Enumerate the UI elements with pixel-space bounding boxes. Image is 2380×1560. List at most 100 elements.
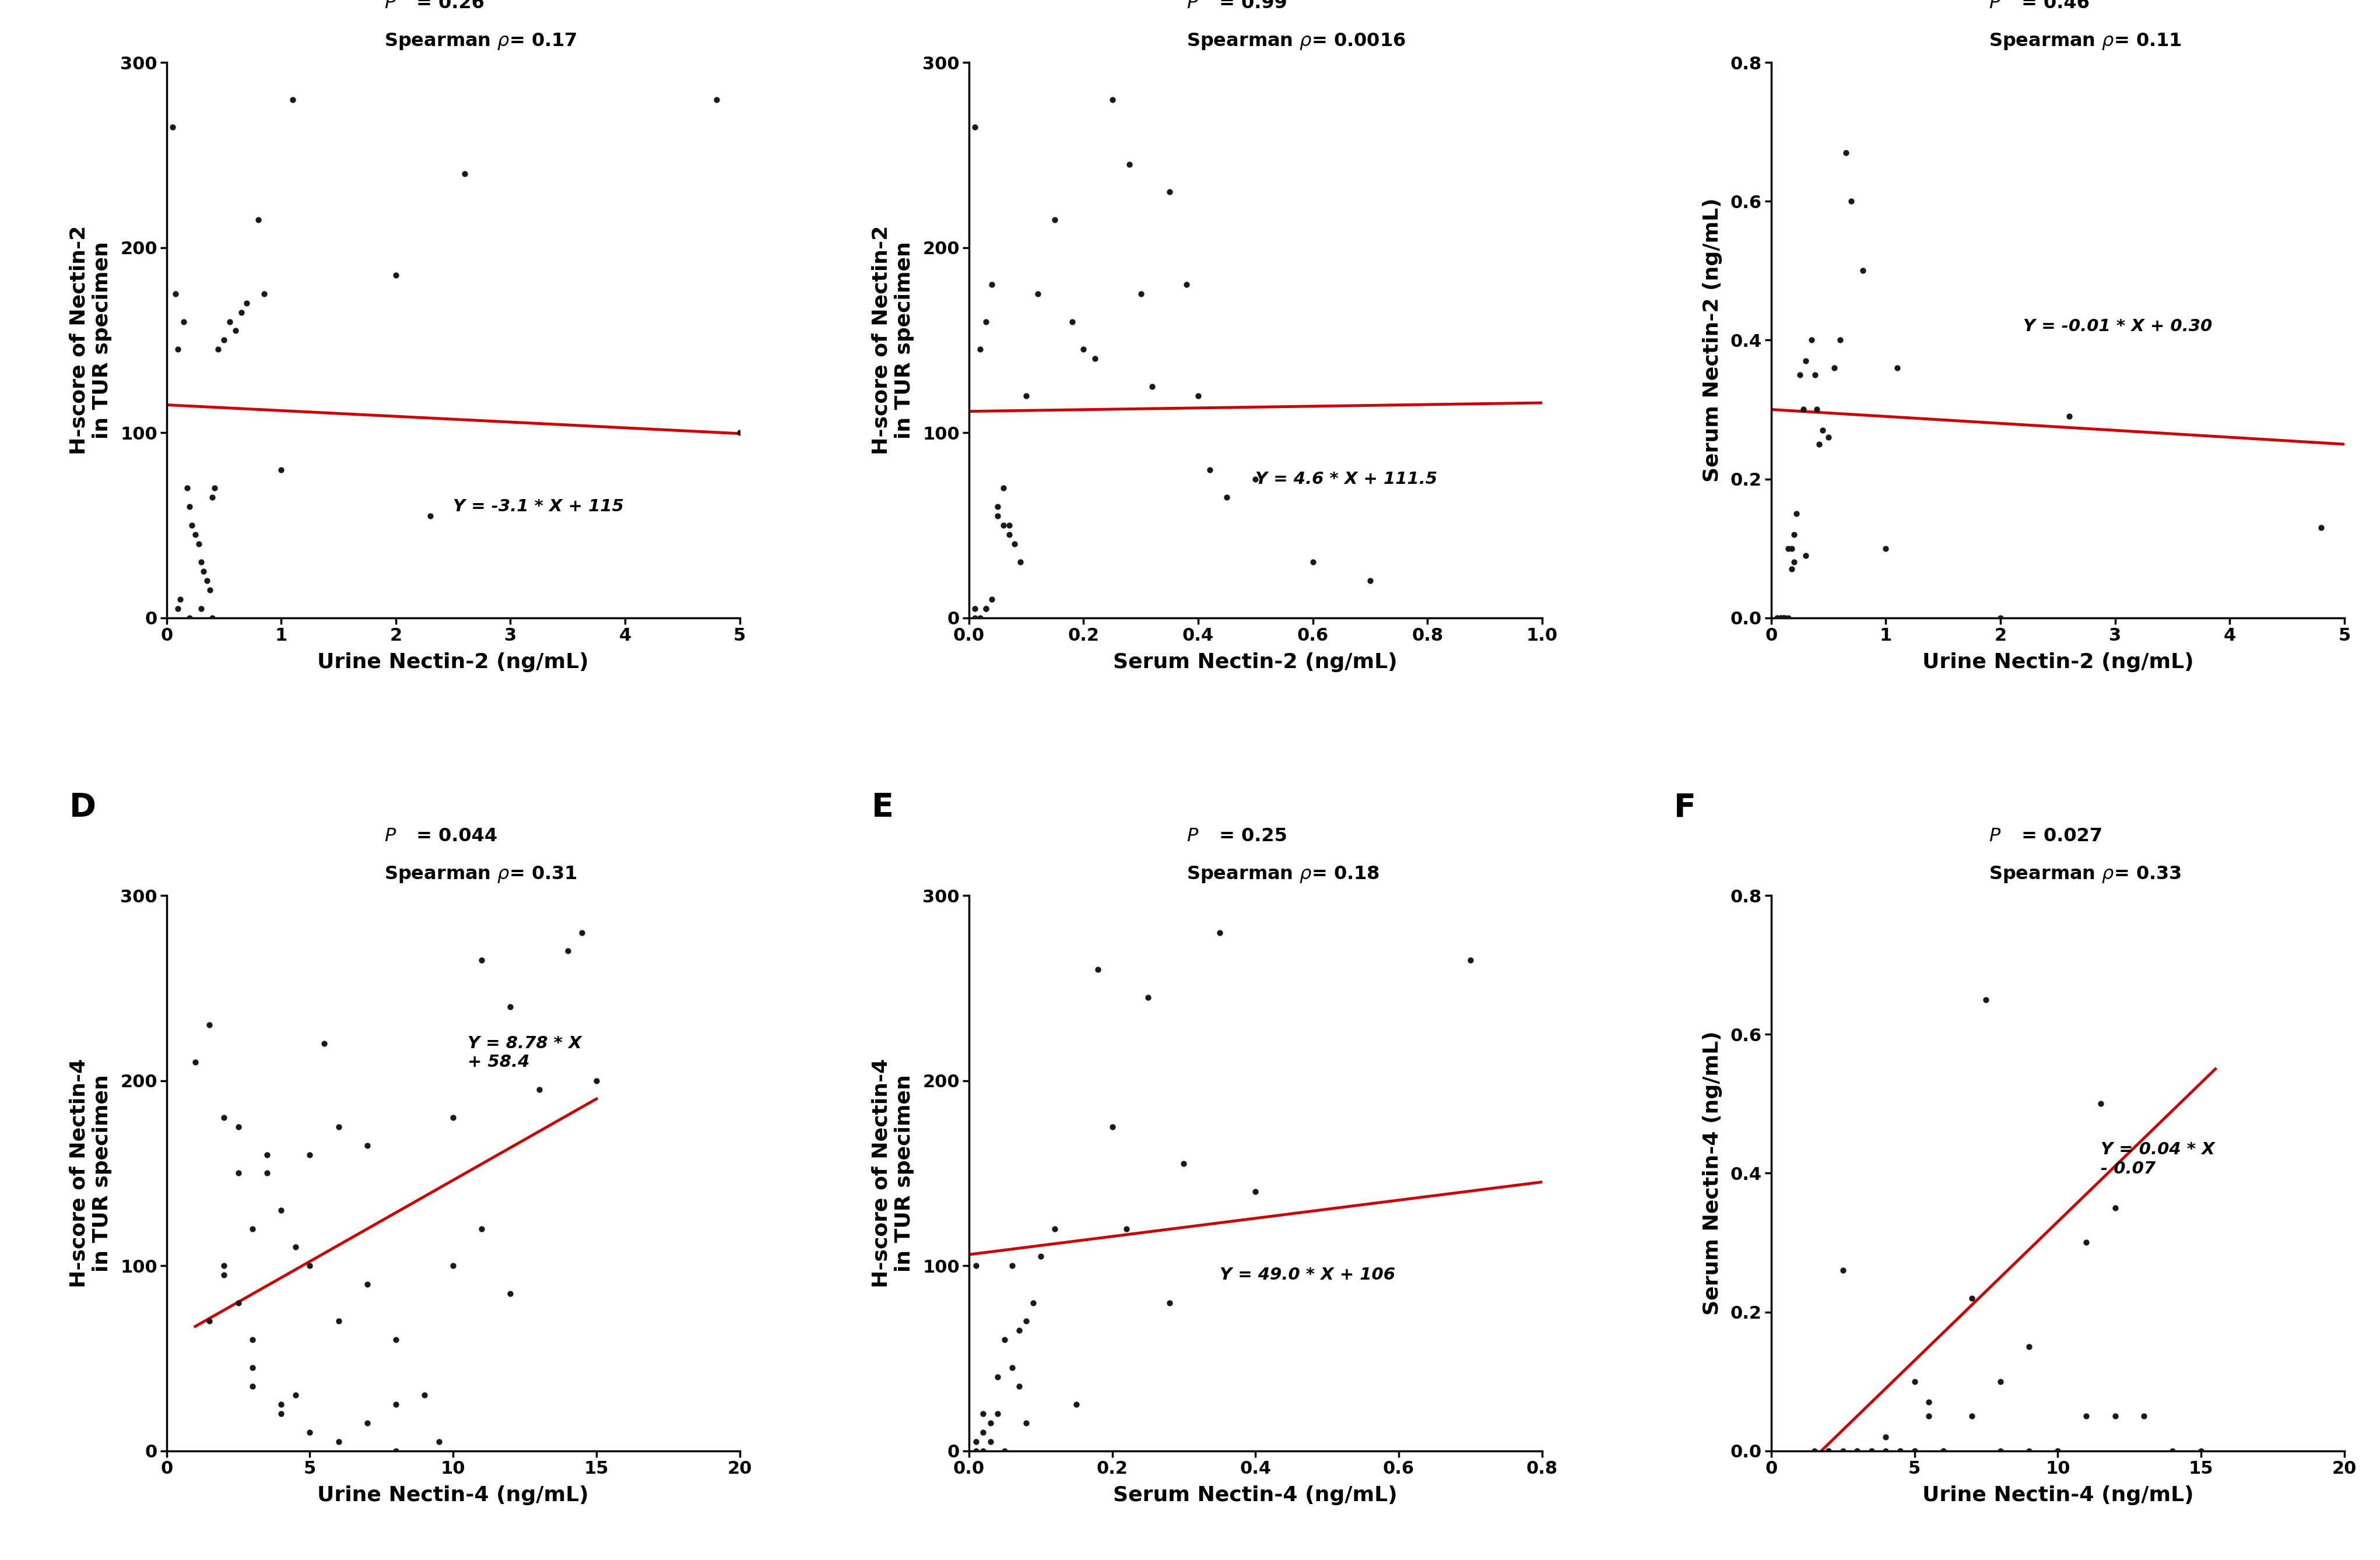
Text: $\it{P}$: $\it{P}$ [386, 827, 397, 846]
Text: Y = 4.6 * X + 111.5: Y = 4.6 * X + 111.5 [1257, 471, 1438, 487]
Point [305, 1031, 343, 1056]
Point [1778, 501, 1816, 526]
Point [985, 1328, 1023, 1353]
Point [1766, 605, 1804, 630]
Text: Y = 8.78 * X
+ 58.4: Y = 8.78 * X + 58.4 [466, 1036, 581, 1070]
X-axis label: Urine Nectin-4 (ng/mL): Urine Nectin-4 (ng/mL) [1923, 1485, 2194, 1505]
Text: Spearman $\rho$= 0.31: Spearman $\rho$= 0.31 [386, 864, 578, 885]
Point [957, 605, 995, 630]
Point [347, 1133, 386, 1158]
Point [159, 596, 198, 621]
Point [176, 1050, 214, 1075]
Point [2040, 1438, 2078, 1463]
Point [162, 587, 200, 612]
Point [262, 457, 300, 482]
Point [433, 1253, 471, 1278]
Text: Y = 0.04 * X
- 0.07: Y = 0.04 * X - 0.07 [2102, 1142, 2216, 1176]
Point [1792, 328, 1830, 353]
Point [319, 1114, 357, 1139]
Point [152, 115, 190, 140]
Text: $\it{P}$: $\it{P}$ [1990, 827, 2002, 846]
Point [1092, 1114, 1130, 1139]
Point [1797, 396, 1835, 421]
Point [1852, 1438, 1890, 1463]
Point [174, 513, 212, 538]
Point [205, 1253, 243, 1278]
Point [1064, 337, 1102, 362]
Point [1128, 984, 1166, 1009]
Text: = 0.044: = 0.044 [409, 827, 497, 846]
Point [1764, 605, 1802, 630]
Point [1799, 432, 1837, 457]
Point [1759, 605, 1797, 630]
Point [188, 568, 226, 593]
Point [193, 605, 231, 630]
Point [995, 532, 1033, 557]
Point [1878, 356, 1916, 381]
Point [1880, 1438, 1918, 1463]
Text: = 0.027: = 0.027 [2016, 827, 2102, 846]
Point [376, 262, 414, 287]
Point [966, 309, 1004, 334]
X-axis label: Urine Nectin-2 (ng/mL): Urine Nectin-2 (ng/mL) [1923, 652, 2194, 672]
Point [376, 1438, 414, 1463]
Point [1952, 1285, 1990, 1310]
Point [578, 1069, 616, 1094]
Point [274, 87, 312, 112]
Point [1002, 549, 1040, 574]
Y-axis label: Serum Nectin-4 (ng/mL): Serum Nectin-4 (ng/mL) [1702, 1031, 1723, 1315]
Point [1352, 568, 1390, 593]
Y-axis label: H-score of Nectin-2
in TUR specimen: H-score of Nectin-2 in TUR specimen [69, 226, 112, 454]
Point [1759, 605, 1797, 630]
Point [966, 596, 1004, 621]
Point [721, 420, 759, 445]
Point [2097, 1404, 2135, 1429]
Point [1092, 87, 1130, 112]
X-axis label: Urine Nectin-4 (ng/mL): Urine Nectin-4 (ng/mL) [317, 1485, 588, 1505]
Text: E: E [871, 792, 892, 824]
Point [1809, 424, 1847, 449]
Point [1804, 418, 1842, 443]
Point [978, 495, 1016, 519]
Point [290, 1420, 328, 1445]
Point [1768, 605, 1806, 630]
Point [164, 309, 202, 334]
Point [405, 1382, 443, 1407]
Point [376, 1328, 414, 1353]
Point [1000, 1373, 1038, 1398]
Point [1823, 1257, 1861, 1282]
Text: Spearman $\rho$= 0.11: Spearman $\rho$= 0.11 [1990, 31, 2182, 51]
Point [964, 1438, 1002, 1463]
Point [1057, 1392, 1095, 1416]
Point [1007, 384, 1045, 409]
Point [2097, 1195, 2135, 1220]
Point [1773, 537, 1811, 562]
Point [1880, 1438, 1918, 1463]
Point [1795, 1438, 1833, 1463]
Point [233, 1356, 271, 1381]
Point [1952, 1404, 1990, 1429]
Point [1207, 485, 1245, 510]
Point [1021, 1243, 1059, 1268]
Point [1809, 1438, 1847, 1463]
Point [221, 300, 259, 324]
Point [1787, 543, 1825, 568]
Point [957, 596, 995, 621]
Point [190, 577, 228, 602]
Point [985, 1438, 1023, 1463]
Point [1169, 271, 1207, 296]
Point [1866, 1438, 1904, 1463]
Point [1828, 140, 1866, 165]
Point [219, 1290, 257, 1315]
Point [1107, 1217, 1145, 1242]
Point [2049, 404, 2087, 429]
Point [957, 1253, 995, 1278]
Point [964, 1401, 1002, 1426]
Point [347, 1271, 386, 1296]
Point [319, 1309, 357, 1334]
Point [2082, 1092, 2121, 1117]
Point [157, 281, 195, 306]
Point [521, 1078, 559, 1103]
Point [1178, 384, 1216, 409]
Point [181, 596, 219, 621]
